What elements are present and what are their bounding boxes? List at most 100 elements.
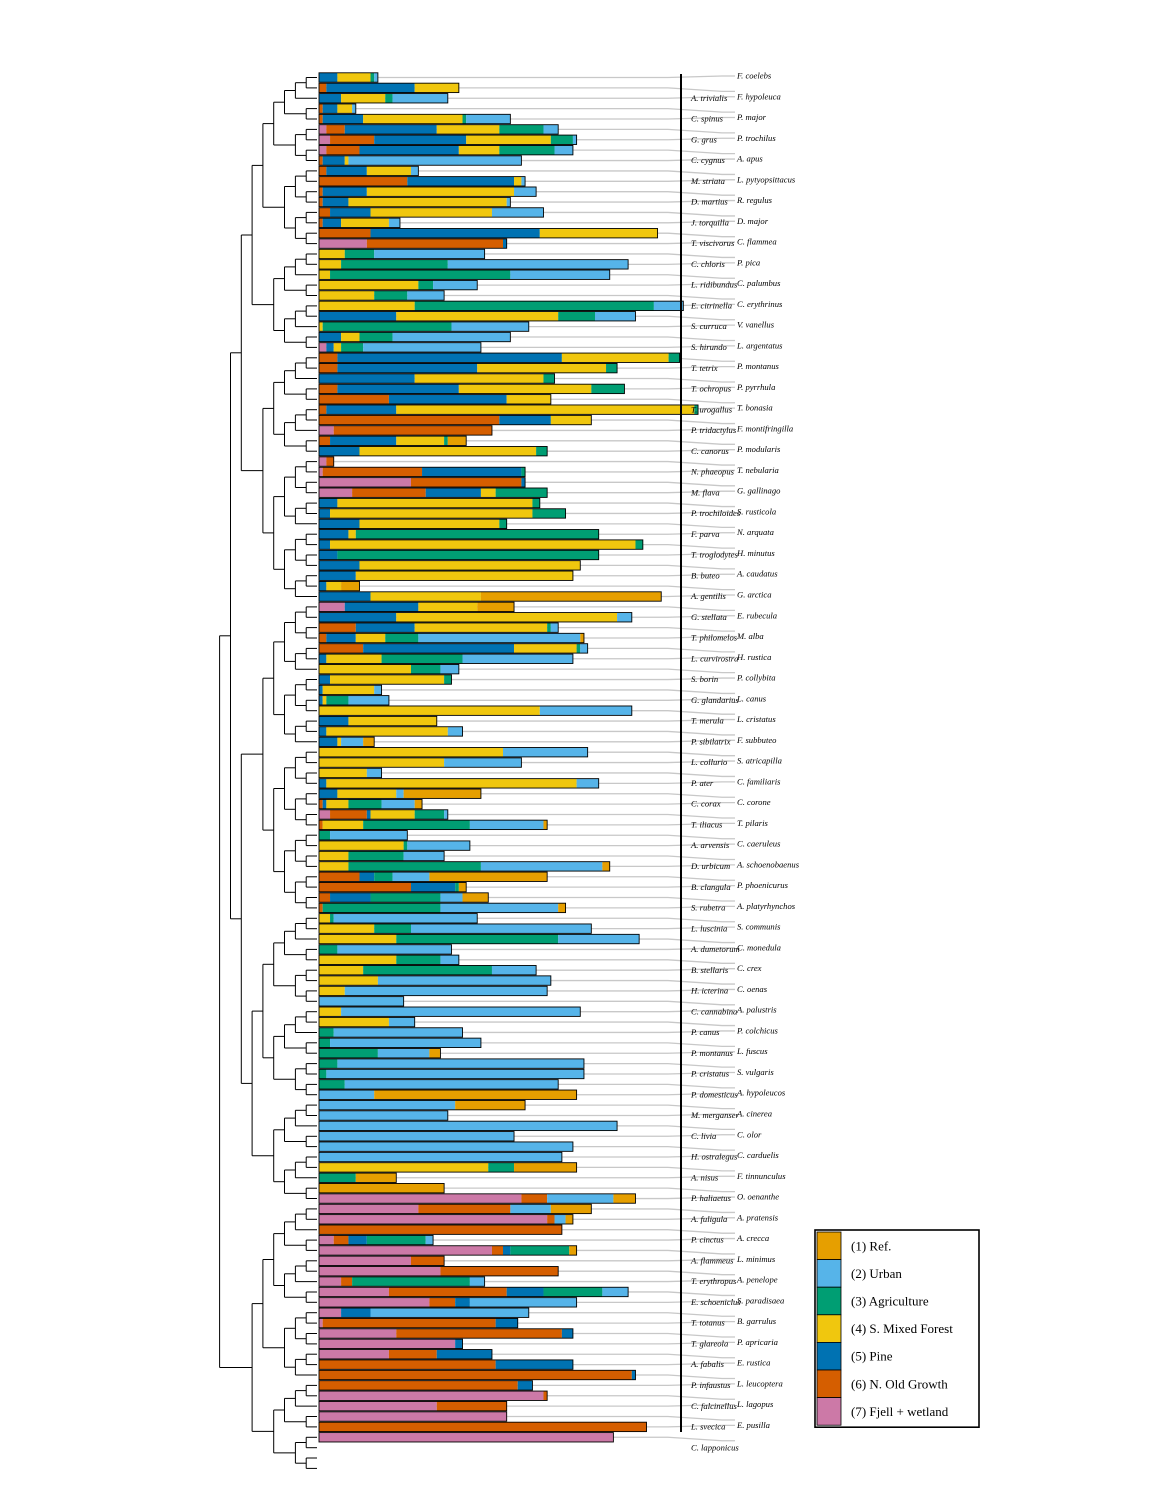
bar-segment: [319, 166, 327, 176]
bar-segment: [319, 685, 323, 695]
bar-segment: [466, 114, 511, 124]
species-bar: [318, 1172, 397, 1183]
bar-segment: [348, 1235, 367, 1245]
guide-line: [319, 689, 735, 695]
bar-segment: [444, 674, 452, 685]
guide-line: [319, 718, 735, 722]
bar-segment: [366, 1235, 426, 1245]
bar-segment: [576, 643, 581, 654]
bar-segment: [414, 622, 548, 633]
bar-segment: [381, 654, 463, 664]
species-label: P. collybita: [736, 673, 776, 683]
species-label: A. fabalis: [690, 1359, 725, 1369]
bar-outline: [318, 477, 526, 488]
species-bar: [318, 145, 574, 156]
species-label: D. major: [736, 216, 769, 226]
species-label: H. ostralegus: [690, 1152, 738, 1162]
bar-segment: [319, 228, 371, 238]
bar-segment: [319, 1380, 518, 1391]
species-label: C. cygnus: [691, 155, 726, 165]
species-bar: [318, 1079, 559, 1090]
species-label: A. gentilis: [690, 591, 727, 601]
bar-segment: [319, 872, 360, 882]
species-label: C. cannabina: [691, 1006, 737, 1016]
bar-segment: [344, 602, 419, 612]
species-bar: [318, 1141, 574, 1152]
species-label: P. pica: [736, 257, 760, 267]
bar-segment: [319, 571, 356, 581]
species-bar: [318, 622, 559, 633]
species-bar: [318, 954, 460, 965]
species-label: A. pratensis: [736, 1212, 779, 1222]
bar-segment: [348, 695, 389, 705]
species-bar: [318, 497, 541, 509]
bar-segment: [319, 1152, 562, 1162]
species-label: C. caeruleus: [737, 839, 781, 849]
species-bar: [318, 1234, 434, 1246]
bar-outline: [318, 539, 644, 550]
species-label: L. argentatus: [736, 340, 783, 350]
bar-segment: [469, 1297, 577, 1308]
species-bar: [318, 913, 478, 924]
bar-outline: [318, 1369, 636, 1381]
species-bar: [318, 965, 537, 976]
legend-label: (2) Urban: [851, 1266, 902, 1281]
bar-segment: [436, 1401, 507, 1411]
species-label: H. icterina: [690, 986, 728, 996]
bar-segment: [319, 903, 323, 913]
bar-segment: [359, 332, 393, 342]
bar-outline: [318, 1193, 636, 1204]
species-label: E. citrinella: [690, 301, 732, 311]
bar-outline: [318, 414, 592, 426]
bar-segment: [418, 280, 434, 290]
guide-line: [319, 460, 735, 466]
bar-outline: [318, 1203, 592, 1215]
bar-segment: [319, 321, 323, 332]
bar-segment: [653, 301, 684, 311]
species-bar: [318, 186, 537, 197]
bar-outline: [318, 881, 467, 893]
bar-segment: [429, 1297, 456, 1308]
species-label: P. pyrrhula: [736, 382, 775, 392]
bar-segment: [319, 778, 327, 789]
bar-outline: [318, 1390, 548, 1401]
species-label: F. subbuteo: [736, 735, 777, 745]
bar-segment: [396, 436, 445, 446]
bar-segment: [422, 467, 522, 477]
species-label: C. olor: [737, 1129, 762, 1139]
species-bar: [318, 1006, 581, 1017]
species-label: A. caudatus: [736, 569, 778, 579]
bar-segment: [359, 145, 459, 155]
guide-line: [319, 698, 735, 701]
species-label: T. iliacus: [691, 820, 723, 830]
species-bar: [318, 736, 375, 747]
legend-swatch: [816, 1259, 842, 1288]
bar-segment: [319, 996, 404, 1007]
bar-segment: [521, 477, 526, 488]
bar-outline: [318, 1266, 559, 1277]
bar-segment: [602, 861, 610, 872]
species-label: P. major: [736, 112, 767, 122]
bar-outline: [318, 1058, 585, 1069]
bar-segment: [319, 1121, 618, 1131]
bar-segment: [366, 238, 503, 249]
bar-outline: [318, 965, 537, 976]
bar-outline: [318, 747, 589, 758]
bar-segment: [521, 176, 526, 186]
bar-segment: [344, 155, 349, 166]
bar-segment: [319, 622, 356, 633]
bar-segment: [348, 197, 507, 207]
bar-segment: [418, 602, 478, 612]
bar-segment: [510, 270, 610, 280]
bar-outline: [318, 383, 625, 395]
bar-segment: [514, 186, 537, 197]
species-bar: [318, 456, 335, 467]
species-bar: [318, 165, 419, 177]
bar-outline: [318, 1048, 441, 1059]
bar-outline: [318, 788, 482, 799]
species-label: A. fuligula: [690, 1214, 727, 1224]
species-bar: [318, 788, 482, 799]
species-bar: [318, 352, 681, 363]
bar-segment: [514, 643, 577, 654]
